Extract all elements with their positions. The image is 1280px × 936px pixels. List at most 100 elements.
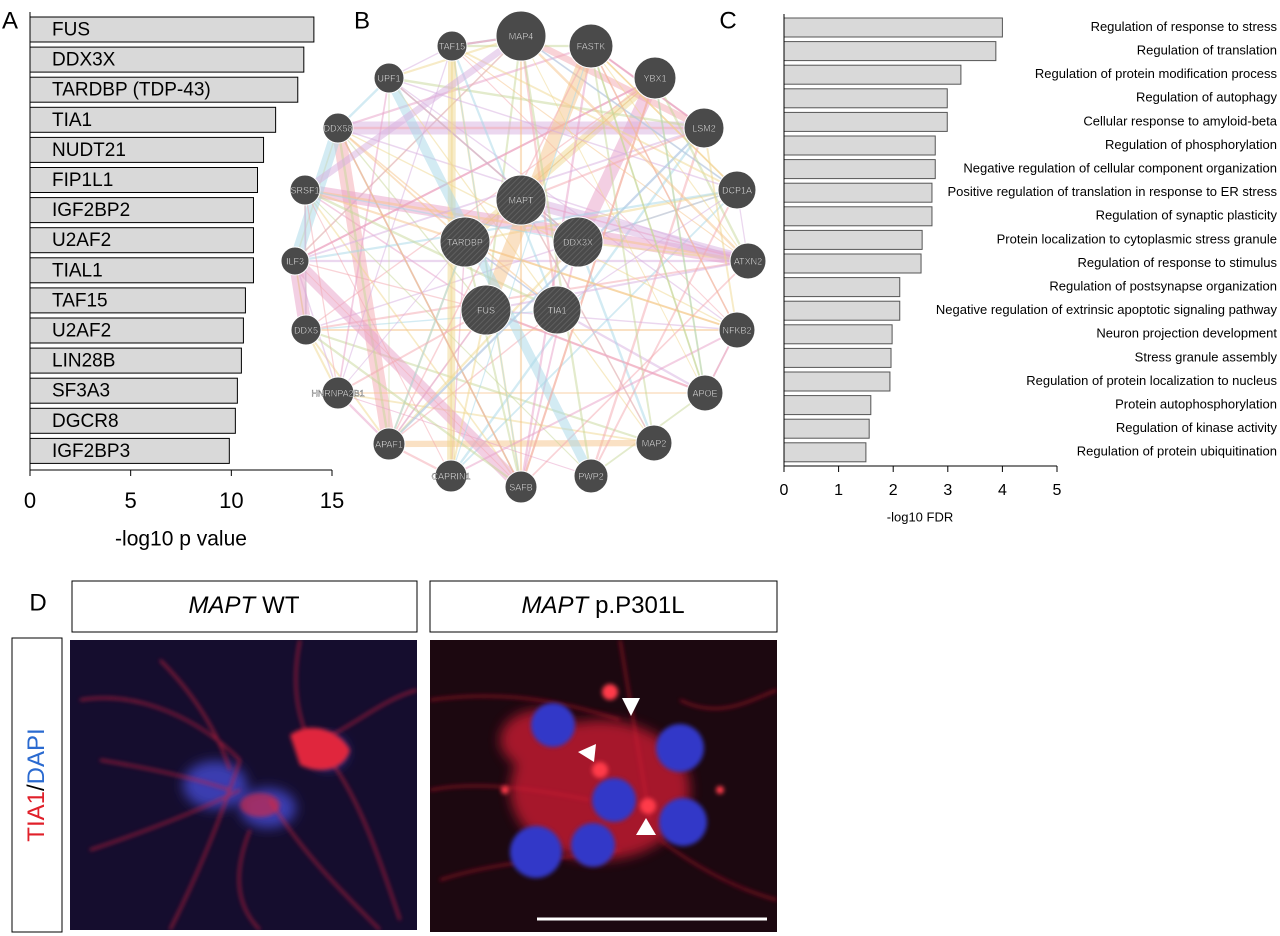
column-header: MAPT p.P301L (521, 592, 684, 619)
category-label: Regulation of translation (1137, 43, 1277, 58)
category-label: U2AF2 (52, 321, 111, 342)
panel-a: A FUS DDX3X TARDBP (TDP-43) TIA1 NUDT21 FIP1L1… (2, 7, 344, 550)
bar (783, 206, 933, 227)
bar (783, 277, 901, 298)
edge (485, 309, 738, 331)
node (289, 174, 321, 206)
edge (388, 77, 738, 191)
bar (783, 17, 1003, 38)
edge (337, 309, 487, 394)
bar (783, 371, 891, 392)
node-label: DDX3X (563, 237, 593, 247)
category-label: NUDT21 (52, 140, 126, 161)
edge (590, 45, 706, 394)
bar (783, 135, 936, 156)
edge (337, 44, 592, 130)
node-label: ATXN2 (734, 256, 762, 266)
stain-tia1: TIA1 (23, 791, 50, 842)
node (633, 56, 677, 100)
edge (388, 241, 579, 445)
edge (388, 127, 705, 445)
x-tick-label: 4 (998, 482, 1007, 499)
node (718, 311, 756, 349)
edge (304, 189, 579, 243)
x-tick-label: 5 (1053, 482, 1062, 499)
panel-label: D (29, 589, 46, 616)
node (322, 112, 354, 144)
edge (520, 260, 749, 488)
node (439, 216, 491, 268)
bar (29, 46, 305, 73)
gene-name: MAPT (189, 592, 258, 619)
category-label: LIN28B (52, 351, 115, 372)
edge (463, 241, 523, 488)
panel-c: C Regulation of response to stress Regulat… (719, 7, 1277, 524)
bar (29, 407, 236, 434)
node (552, 216, 604, 268)
edge (304, 189, 487, 311)
bar (783, 395, 872, 416)
category-label: Regulation of kinase activity (1116, 420, 1278, 435)
edge (520, 127, 705, 201)
category-label: Regulation of protein modification proce… (1035, 66, 1278, 81)
node (635, 424, 673, 462)
edge (450, 329, 738, 477)
node-label: SRSF1 (290, 185, 319, 195)
x-tick-label: 3 (943, 482, 952, 499)
edge (305, 329, 522, 488)
node (436, 30, 468, 62)
edge (337, 241, 466, 394)
bar (783, 442, 867, 463)
node-label: APAF1 (375, 439, 403, 449)
edge (653, 77, 750, 262)
edge (304, 188, 558, 312)
edge (519, 35, 593, 477)
node-label: PWP2 (578, 471, 604, 481)
node-label: FUS (477, 305, 495, 315)
edge (451, 45, 749, 262)
node-label: APOE (692, 388, 717, 398)
node (683, 107, 725, 149)
node (532, 285, 582, 335)
category-label: Negative regulation of extrinsic apoptot… (936, 302, 1278, 317)
separator: / (23, 784, 50, 791)
edge (337, 127, 466, 243)
category-label: Positive regulation of translation in re… (947, 184, 1277, 199)
category-label: IGF2BP2 (52, 200, 130, 221)
category-label: TIAL1 (52, 260, 103, 281)
edge (388, 76, 705, 130)
panel-b: B MAP4 FASTK YBX1 LSM2 DCP1A ATXN2 NFKB2 APOE MAP… (280, 7, 767, 504)
category-label: Regulation of postsynapse organization (1049, 279, 1277, 294)
node (372, 427, 406, 461)
node (495, 10, 547, 62)
bar (783, 253, 922, 274)
x-axis-label: -log10 FDR (887, 509, 953, 524)
edge (520, 35, 749, 262)
node-label: NFKB2 (722, 325, 751, 335)
p301l-image (430, 640, 777, 921)
category-label: Regulation of synaptic plasticity (1096, 208, 1278, 223)
edge (388, 309, 558, 445)
panel-label: A (2, 7, 18, 34)
bar (783, 182, 933, 203)
edge (304, 189, 339, 394)
node-label: CAPRIN1 (431, 471, 470, 481)
edge (337, 77, 390, 394)
node (321, 376, 355, 410)
node (460, 284, 512, 336)
category-label: U2AF2 (52, 230, 111, 251)
node (373, 62, 405, 94)
edge (336, 127, 391, 445)
node-label: MAPT (508, 195, 534, 205)
node-label: TARDBP (447, 237, 483, 247)
edge (464, 77, 656, 243)
category-label: Regulation of protein localization to nu… (1026, 373, 1277, 388)
x-tick-label: 15 (320, 488, 344, 513)
edge (520, 35, 706, 394)
edge (519, 45, 593, 488)
edge (303, 33, 523, 193)
edge (590, 45, 749, 262)
condition: WT (262, 592, 300, 619)
node-label: LSM2 (692, 123, 716, 133)
